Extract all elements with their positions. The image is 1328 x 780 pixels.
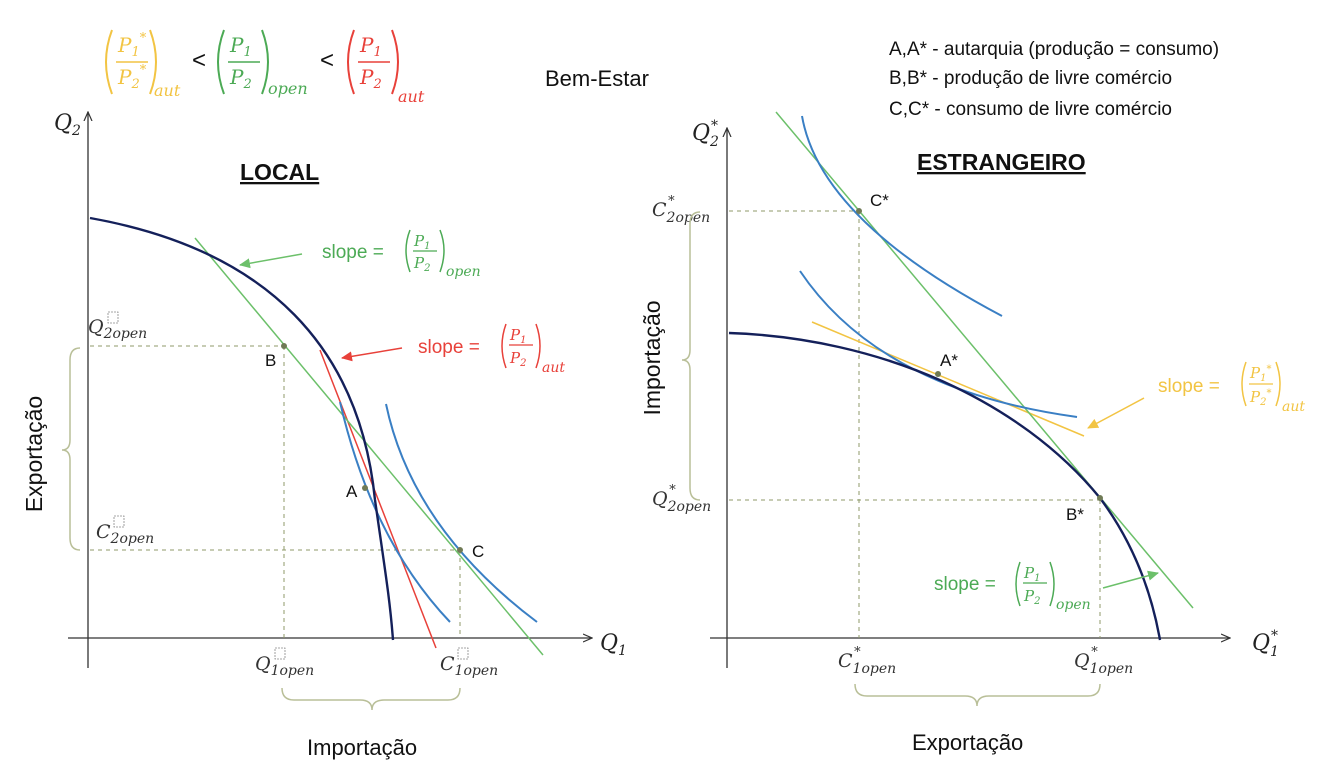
local-indifference-curve-autarky [339, 401, 451, 623]
local-slope-aut: slope = P1 P2 aut [418, 323, 565, 376]
foreign-point-b-marker [1097, 495, 1103, 501]
open-price-ratio: P1 P2 open [217, 29, 308, 98]
foreign-c2open-tick: C2open* [652, 194, 710, 226]
local-guides [90, 345, 461, 638]
legend-item-b: B,B* - produção de livre comércio [889, 68, 1172, 89]
foreign-point-b: B* [1066, 505, 1084, 524]
foreign-export-label: Exportação [912, 730, 1023, 755]
svg-text:P1: P1 [413, 232, 430, 252]
local-autarky-price-line [319, 349, 437, 649]
svg-text:aut: aut [542, 360, 565, 376]
svg-text:open: open [446, 264, 481, 280]
foreign-ppf [728, 331, 1162, 641]
svg-text:P2: P2 [1023, 587, 1040, 607]
local-point-c-marker [457, 547, 463, 553]
local-title: LOCAL [240, 159, 319, 185]
foreign-q1open-tick: Q1open* [1074, 645, 1133, 677]
svg-text:P1*: P1* [117, 31, 147, 60]
local-c2open-tick: C2open [96, 521, 154, 547]
local-point-b-marker [281, 343, 287, 349]
foreign-point-c: C* [870, 191, 889, 210]
local-ppf [89, 216, 395, 641]
svg-text:P1*: P1* [1249, 364, 1271, 384]
foreign-point-a-marker [935, 371, 941, 377]
svg-text:P2*: P2* [1249, 388, 1271, 408]
less-than-1: < [192, 47, 206, 74]
foreign-indifference-curve-trade [801, 115, 1003, 317]
svg-text:slope =: slope = [418, 337, 480, 358]
foreign-autarky-price-ratio: P1* P2* aut [105, 29, 181, 100]
legend-item-c: C,C* - consumo de livre comércio [889, 99, 1172, 120]
price-inequality: P1* P2* aut < P1 P2 open < P1 P2 aut [105, 29, 425, 106]
svg-text:aut: aut [398, 87, 425, 106]
local-export-label: Exportação [21, 396, 47, 512]
svg-text:P1: P1 [1023, 564, 1040, 584]
foreign-slope-aut: slope = P1* P2* aut [1158, 361, 1305, 415]
local-slope-open: slope = P1 P2 open [322, 229, 481, 280]
legend-item-a: A,A* - autarquia (produção = consumo) [889, 39, 1219, 60]
svg-text:P2: P2 [509, 349, 526, 369]
local-point-a: A [346, 482, 358, 501]
svg-text:P1: P1 [509, 326, 526, 346]
foreign-x-axis-label: Q1* [1252, 628, 1279, 660]
local-open-price-line [194, 237, 544, 656]
foreign-import-brace [681, 211, 701, 501]
svg-text:aut: aut [1282, 399, 1305, 415]
foreign-slope-open: slope = P1 P2 open [934, 561, 1091, 613]
svg-text:open: open [268, 79, 308, 98]
page-title: Bem-Estar [545, 66, 649, 91]
svg-text:aut: aut [154, 81, 181, 100]
foreign-point-c-marker [856, 208, 862, 214]
svg-text:P2*: P2* [117, 63, 147, 92]
foreign-open-price-line [775, 111, 1194, 609]
foreign-panel: Q2* Q1* ESTRANGEIRO C* A* B* C2open* Q2o… [639, 111, 1305, 755]
local-point-a-marker [362, 485, 368, 491]
local-import-label: Importação [307, 735, 417, 760]
svg-text:P1: P1 [229, 33, 252, 60]
svg-text:slope =: slope = [1158, 376, 1220, 397]
local-export-brace [61, 347, 81, 551]
svg-text:open: open [1056, 597, 1091, 613]
foreign-y-axis-label: Q2* [692, 118, 719, 150]
local-point-b: B [265, 351, 276, 370]
foreign-indifference-curve-autarky [799, 270, 1078, 418]
foreign-aut-slope-arrow [1087, 397, 1145, 429]
svg-text:P2: P2 [359, 65, 382, 92]
svg-text:P2: P2 [413, 254, 430, 274]
svg-text:slope =: slope = [322, 242, 384, 263]
foreign-c1open-tick: C1open* [838, 645, 896, 677]
svg-text:slope =: slope = [934, 574, 996, 595]
foreign-point-a: A* [940, 351, 958, 370]
local-import-brace [281, 687, 461, 711]
local-x-axis-label: Q1 [600, 631, 627, 659]
foreign-export-brace [854, 683, 1101, 707]
local-autarky-price-ratio: P1 P2 aut [347, 29, 425, 106]
local-indifference-curve-trade [385, 403, 538, 623]
local-c1open-tick: C1open [440, 653, 498, 679]
svg-text:P1: P1 [359, 33, 382, 60]
foreign-guides [729, 210, 1101, 638]
local-aut-slope-arrow [341, 347, 403, 362]
less-than-2: < [320, 47, 334, 74]
svg-text:P2: P2 [229, 65, 252, 92]
foreign-autarky-price-line [811, 321, 1085, 437]
local-q2open-tick: Q2open [88, 316, 147, 342]
local-panel: Q2 Q1 LOCAL B A C Q2open C2open Q1ope [21, 111, 627, 760]
foreign-open-slope-arrow [1102, 570, 1159, 589]
local-q1open-tick: Q1open [255, 653, 314, 679]
local-point-c: C [472, 542, 484, 561]
local-placeholder-boxes [107, 311, 469, 660]
foreign-title: ESTRANGEIRO [917, 149, 1086, 175]
legend: A,A* - autarquia (produção = consumo) B,… [889, 39, 1219, 120]
foreign-q2open-tick: Q2open* [652, 483, 711, 515]
local-open-slope-arrow [239, 253, 303, 269]
local-y-axis-label: Q2 [54, 111, 81, 139]
foreign-import-label: Importação [639, 300, 665, 415]
